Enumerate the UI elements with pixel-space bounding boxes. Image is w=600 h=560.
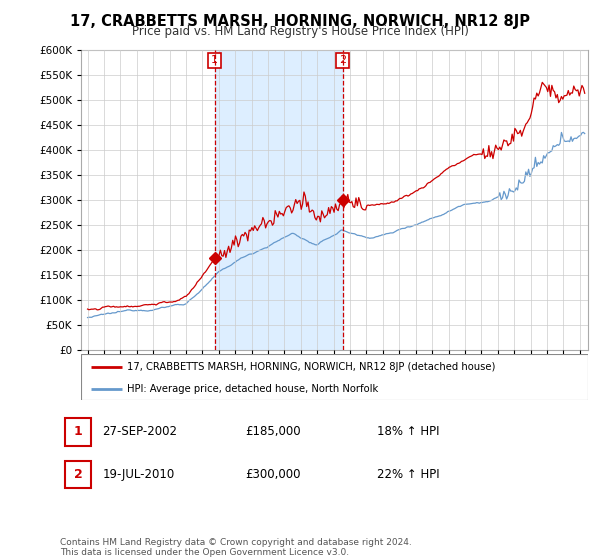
Text: 2: 2: [74, 468, 82, 481]
Text: 1: 1: [211, 55, 218, 66]
Text: £185,000: £185,000: [245, 426, 301, 438]
Text: 19-JUL-2010: 19-JUL-2010: [102, 468, 175, 481]
Text: Contains HM Land Registry data © Crown copyright and database right 2024.
This d: Contains HM Land Registry data © Crown c…: [60, 538, 412, 557]
Bar: [65, 418, 91, 446]
Bar: [215, 50, 343, 350]
Text: 17, CRABBETTS MARSH, HORNING, NORWICH, NR12 8JP: 17, CRABBETTS MARSH, HORNING, NORWICH, N…: [70, 14, 530, 29]
Bar: [580, 50, 588, 350]
Text: 1: 1: [74, 426, 82, 438]
Text: 2: 2: [339, 55, 346, 66]
Text: 22% ↑ HPI: 22% ↑ HPI: [377, 468, 439, 481]
Text: £300,000: £300,000: [245, 468, 300, 481]
Text: 17, CRABBETTS MARSH, HORNING, NORWICH, NR12 8JP (detached house): 17, CRABBETTS MARSH, HORNING, NORWICH, N…: [127, 362, 495, 372]
Text: HPI: Average price, detached house, North Norfolk: HPI: Average price, detached house, Nort…: [127, 384, 378, 394]
Text: 18% ↑ HPI: 18% ↑ HPI: [377, 426, 439, 438]
Text: Price paid vs. HM Land Registry's House Price Index (HPI): Price paid vs. HM Land Registry's House …: [131, 25, 469, 38]
Bar: [65, 460, 91, 488]
Text: 27-SEP-2002: 27-SEP-2002: [102, 426, 177, 438]
